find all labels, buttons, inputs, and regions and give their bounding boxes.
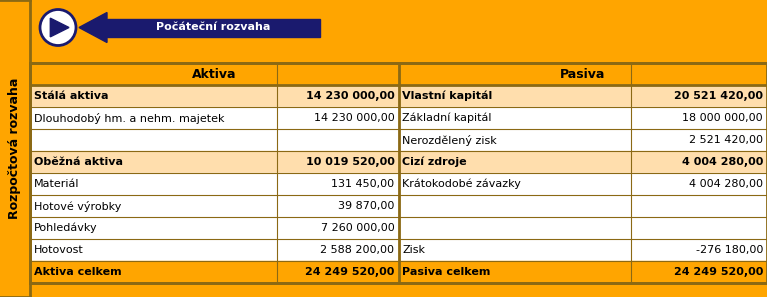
Text: Aktiva celkem: Aktiva celkem xyxy=(34,267,122,277)
Bar xyxy=(107,18,320,37)
Bar xyxy=(30,173,767,195)
Text: 24 249 520,00: 24 249 520,00 xyxy=(673,267,763,277)
Text: -276 180,00: -276 180,00 xyxy=(696,245,763,255)
Text: 18 000 000,00: 18 000 000,00 xyxy=(683,113,763,123)
Text: Hotovost: Hotovost xyxy=(34,245,84,255)
Text: Materiál: Materiál xyxy=(34,179,80,189)
Text: 10 019 520,00: 10 019 520,00 xyxy=(305,157,394,167)
Text: Pasiva: Pasiva xyxy=(560,67,605,80)
Bar xyxy=(30,63,767,283)
Text: 14 230 000,00: 14 230 000,00 xyxy=(306,91,394,101)
Text: Nerozdělený zisk: Nerozdělený zisk xyxy=(403,135,497,146)
Text: Rozpočtová rozvaha: Rozpočtová rozvaha xyxy=(8,78,21,219)
Bar xyxy=(30,217,767,239)
Text: 4 004 280,00: 4 004 280,00 xyxy=(682,157,763,167)
Text: Pohledávky: Pohledávky xyxy=(34,223,97,233)
Text: Vlastní kapitál: Vlastní kapitál xyxy=(403,91,492,101)
Bar xyxy=(30,63,767,85)
Text: Stálá aktiva: Stálá aktiva xyxy=(34,91,108,101)
Text: 39 870,00: 39 870,00 xyxy=(338,201,394,211)
Bar xyxy=(30,85,767,107)
Bar xyxy=(30,239,767,261)
Bar xyxy=(30,55,767,63)
Bar xyxy=(30,261,767,283)
Bar xyxy=(30,151,767,173)
Polygon shape xyxy=(51,18,69,37)
Text: Cizí zdroje: Cizí zdroje xyxy=(403,157,467,167)
Text: Dlouhodobý hm. a nehm. majetek: Dlouhodobý hm. a nehm. majetek xyxy=(34,113,225,124)
Text: Počáteční rozvaha: Počáteční rozvaha xyxy=(156,23,271,32)
Bar xyxy=(30,129,767,151)
Bar xyxy=(30,107,767,129)
Text: Základní kapitál: Základní kapitál xyxy=(403,113,492,123)
Text: 24 249 520,00: 24 249 520,00 xyxy=(305,267,394,277)
Text: Aktiva: Aktiva xyxy=(192,67,236,80)
Polygon shape xyxy=(79,12,107,42)
Text: 7 260 000,00: 7 260 000,00 xyxy=(321,223,394,233)
Text: Pasiva celkem: Pasiva celkem xyxy=(403,267,491,277)
Text: 131 450,00: 131 450,00 xyxy=(331,179,394,189)
Bar xyxy=(30,195,767,217)
Circle shape xyxy=(40,10,76,45)
Text: Oběžná aktiva: Oběžná aktiva xyxy=(34,157,123,167)
Text: Zisk: Zisk xyxy=(403,245,426,255)
Text: 4 004 280,00: 4 004 280,00 xyxy=(689,179,763,189)
Text: 14 230 000,00: 14 230 000,00 xyxy=(314,113,394,123)
Text: Krátokodobé závazky: Krátokodobé závazky xyxy=(403,179,522,189)
Text: Hotové výrobky: Hotové výrobky xyxy=(34,200,121,211)
Text: 2 521 420,00: 2 521 420,00 xyxy=(689,135,763,145)
Text: 2 588 200,00: 2 588 200,00 xyxy=(321,245,394,255)
Bar xyxy=(0,0,30,297)
Text: 20 521 420,00: 20 521 420,00 xyxy=(674,91,763,101)
